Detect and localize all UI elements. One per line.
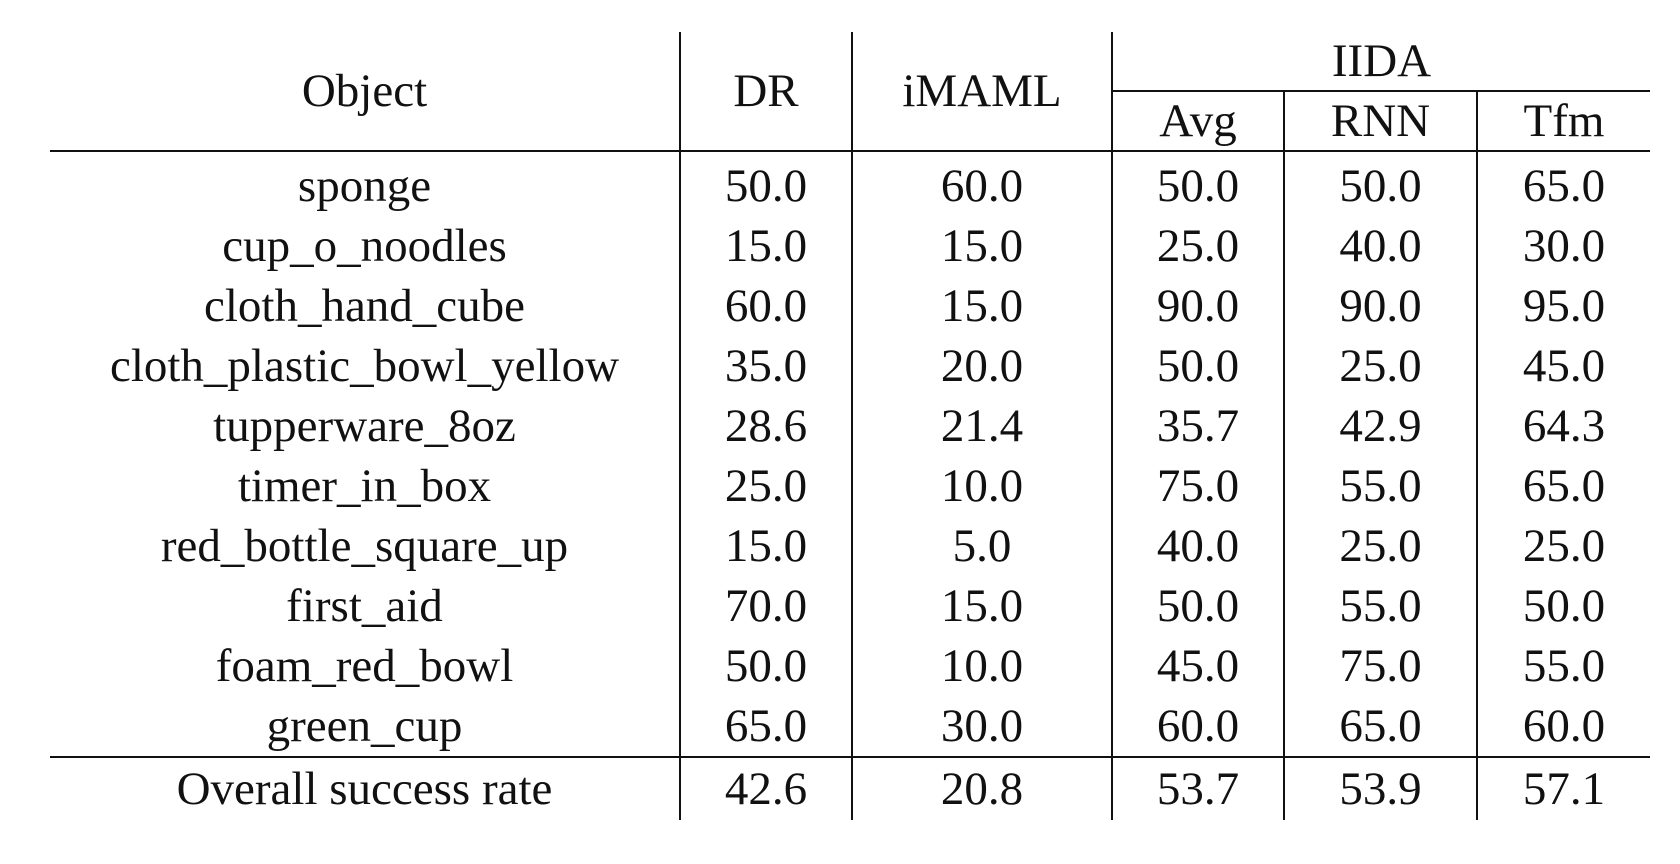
cell-tfm: 55.0 bbox=[1522, 639, 1606, 692]
cell-avg: 75.0 bbox=[1112, 456, 1285, 516]
cell-object: cup_o_noodles bbox=[50, 216, 681, 276]
cell-imaml: 20.0 bbox=[852, 336, 1113, 396]
cell-rnn: 25.0 bbox=[1284, 516, 1478, 576]
cell-dr: 15.0 bbox=[680, 516, 853, 576]
cell-object: green_cup bbox=[50, 696, 681, 757]
cell-avg: 25.0 bbox=[1112, 216, 1285, 276]
header-iida: IIDA bbox=[1112, 32, 1650, 92]
table-row: sponge 50.0 60.0 50.0 50.0 65.0 bbox=[50, 151, 1650, 216]
cell-avg: 50.0 bbox=[1112, 151, 1285, 216]
cell-imaml: 10.0 bbox=[852, 636, 1113, 696]
cell-object: first_aid bbox=[50, 576, 681, 636]
cell-dr: 50.0 bbox=[680, 151, 853, 216]
cell-rnn: 90.0 bbox=[1284, 276, 1478, 336]
overall-row: Overall success rate 42.6 20.8 53.7 53.9… bbox=[50, 756, 1650, 820]
cell-rnn: 55.0 bbox=[1284, 456, 1478, 516]
cell-tfm: 65.0 bbox=[1522, 459, 1606, 512]
cell-imaml: 15.0 bbox=[852, 216, 1113, 276]
cell-imaml: 30.0 bbox=[852, 696, 1113, 757]
header-row-bottom: Avg RNN Tfm bbox=[50, 91, 1650, 152]
cell-object: tupperware_8oz bbox=[50, 396, 681, 456]
table-row: cloth_hand_cube 60.0 15.0 90.0 90.0 95.0 bbox=[50, 276, 1650, 336]
overall-tfm: 57.1 bbox=[1477, 756, 1650, 820]
cell-avg: 50.0 bbox=[1112, 336, 1285, 396]
cell-rnn: 50.0 bbox=[1284, 151, 1478, 216]
cell-dr: 65.0 bbox=[680, 696, 853, 757]
cell-rnn: 25.0 bbox=[1284, 336, 1478, 396]
cell-rnn: 65.0 bbox=[1284, 696, 1478, 757]
cell-rnn: 75.0 bbox=[1284, 636, 1478, 696]
header-tfm: Tfm bbox=[1477, 91, 1650, 152]
table-body: sponge 50.0 60.0 50.0 50.0 65.0 cup_o_no… bbox=[50, 151, 1650, 757]
overall-label: Overall success rate bbox=[50, 756, 681, 820]
cell-object: timer_in_box bbox=[50, 456, 681, 516]
results-table-container: Object DR iMAML IIDA Avg RNN Tfm sponge … bbox=[50, 32, 1650, 820]
cell-tfm: 25.0 bbox=[1522, 519, 1606, 572]
cell-dr: 15.0 bbox=[680, 216, 853, 276]
cell-rnn: 40.0 bbox=[1284, 216, 1478, 276]
cell-object: foam_red_bowl bbox=[50, 636, 681, 696]
cell-imaml: 21.4 bbox=[852, 396, 1113, 456]
cell-object: cloth_plastic_bowl_yellow bbox=[50, 336, 681, 396]
table-row: first_aid 70.0 15.0 50.0 55.0 50.0 bbox=[50, 576, 1650, 636]
cell-dr: 35.0 bbox=[680, 336, 853, 396]
cell-avg: 35.7 bbox=[1112, 396, 1285, 456]
header-object: Object bbox=[50, 32, 681, 152]
cell-avg: 40.0 bbox=[1112, 516, 1285, 576]
table-row: red_bottle_square_up 15.0 5.0 40.0 25.0 … bbox=[50, 516, 1650, 576]
cell-imaml: 5.0 bbox=[852, 516, 1113, 576]
header-dr: DR bbox=[680, 32, 853, 152]
cell-tfm: 50.0 bbox=[1522, 579, 1606, 632]
header-avg: Avg bbox=[1112, 91, 1285, 152]
cell-dr: 70.0 bbox=[680, 576, 853, 636]
overall-dr: 42.6 bbox=[680, 756, 853, 820]
overall-imaml: 20.8 bbox=[852, 756, 1113, 820]
cell-imaml: 15.0 bbox=[852, 576, 1113, 636]
cell-tfm: 64.3 bbox=[1522, 399, 1606, 452]
overall-avg: 53.7 bbox=[1112, 756, 1285, 820]
cell-tfm: 95.0 bbox=[1522, 279, 1606, 332]
cell-object: cloth_hand_cube bbox=[50, 276, 681, 336]
table-row: timer_in_box 25.0 10.0 75.0 55.0 65.0 bbox=[50, 456, 1650, 516]
cell-rnn: 42.9 bbox=[1284, 396, 1478, 456]
cell-avg: 45.0 bbox=[1112, 636, 1285, 696]
header-imaml: iMAML bbox=[852, 32, 1113, 152]
cell-tfm: 60.0 bbox=[1522, 699, 1606, 752]
cell-dr: 25.0 bbox=[680, 456, 853, 516]
table-row: tupperware_8oz 28.6 21.4 35.7 42.9 64.3 bbox=[50, 396, 1650, 456]
cell-avg: 90.0 bbox=[1112, 276, 1285, 336]
table-row: foam_red_bowl 50.0 10.0 45.0 75.0 55.0 bbox=[50, 636, 1650, 696]
header-row-top: Object DR iMAML IIDA bbox=[50, 32, 1650, 152]
results-table: Object DR iMAML IIDA Avg RNN Tfm sponge … bbox=[50, 32, 1650, 820]
cell-tfm: 65.0 bbox=[1522, 159, 1606, 212]
cell-rnn: 55.0 bbox=[1284, 576, 1478, 636]
cell-dr: 50.0 bbox=[680, 636, 853, 696]
cell-imaml: 10.0 bbox=[852, 456, 1113, 516]
cell-avg: 50.0 bbox=[1112, 576, 1285, 636]
overall-rnn: 53.9 bbox=[1284, 756, 1478, 820]
cell-imaml: 60.0 bbox=[852, 151, 1113, 216]
cell-dr: 60.0 bbox=[680, 276, 853, 336]
cell-tfm: 30.0 bbox=[1522, 219, 1606, 272]
cell-dr: 28.6 bbox=[680, 396, 853, 456]
table-row: cloth_plastic_bowl_yellow 35.0 20.0 50.0… bbox=[50, 336, 1650, 396]
cell-tfm: 45.0 bbox=[1522, 339, 1606, 392]
cell-object: red_bottle_square_up bbox=[50, 516, 681, 576]
cell-avg: 60.0 bbox=[1112, 696, 1285, 757]
cell-object: sponge bbox=[50, 151, 681, 216]
header-rnn: RNN bbox=[1284, 91, 1478, 152]
cell-imaml: 15.0 bbox=[852, 276, 1113, 336]
table-row: green_cup 65.0 30.0 60.0 65.0 60.0 bbox=[50, 696, 1650, 757]
table-row: cup_o_noodles 15.0 15.0 25.0 40.0 30.0 bbox=[50, 216, 1650, 276]
